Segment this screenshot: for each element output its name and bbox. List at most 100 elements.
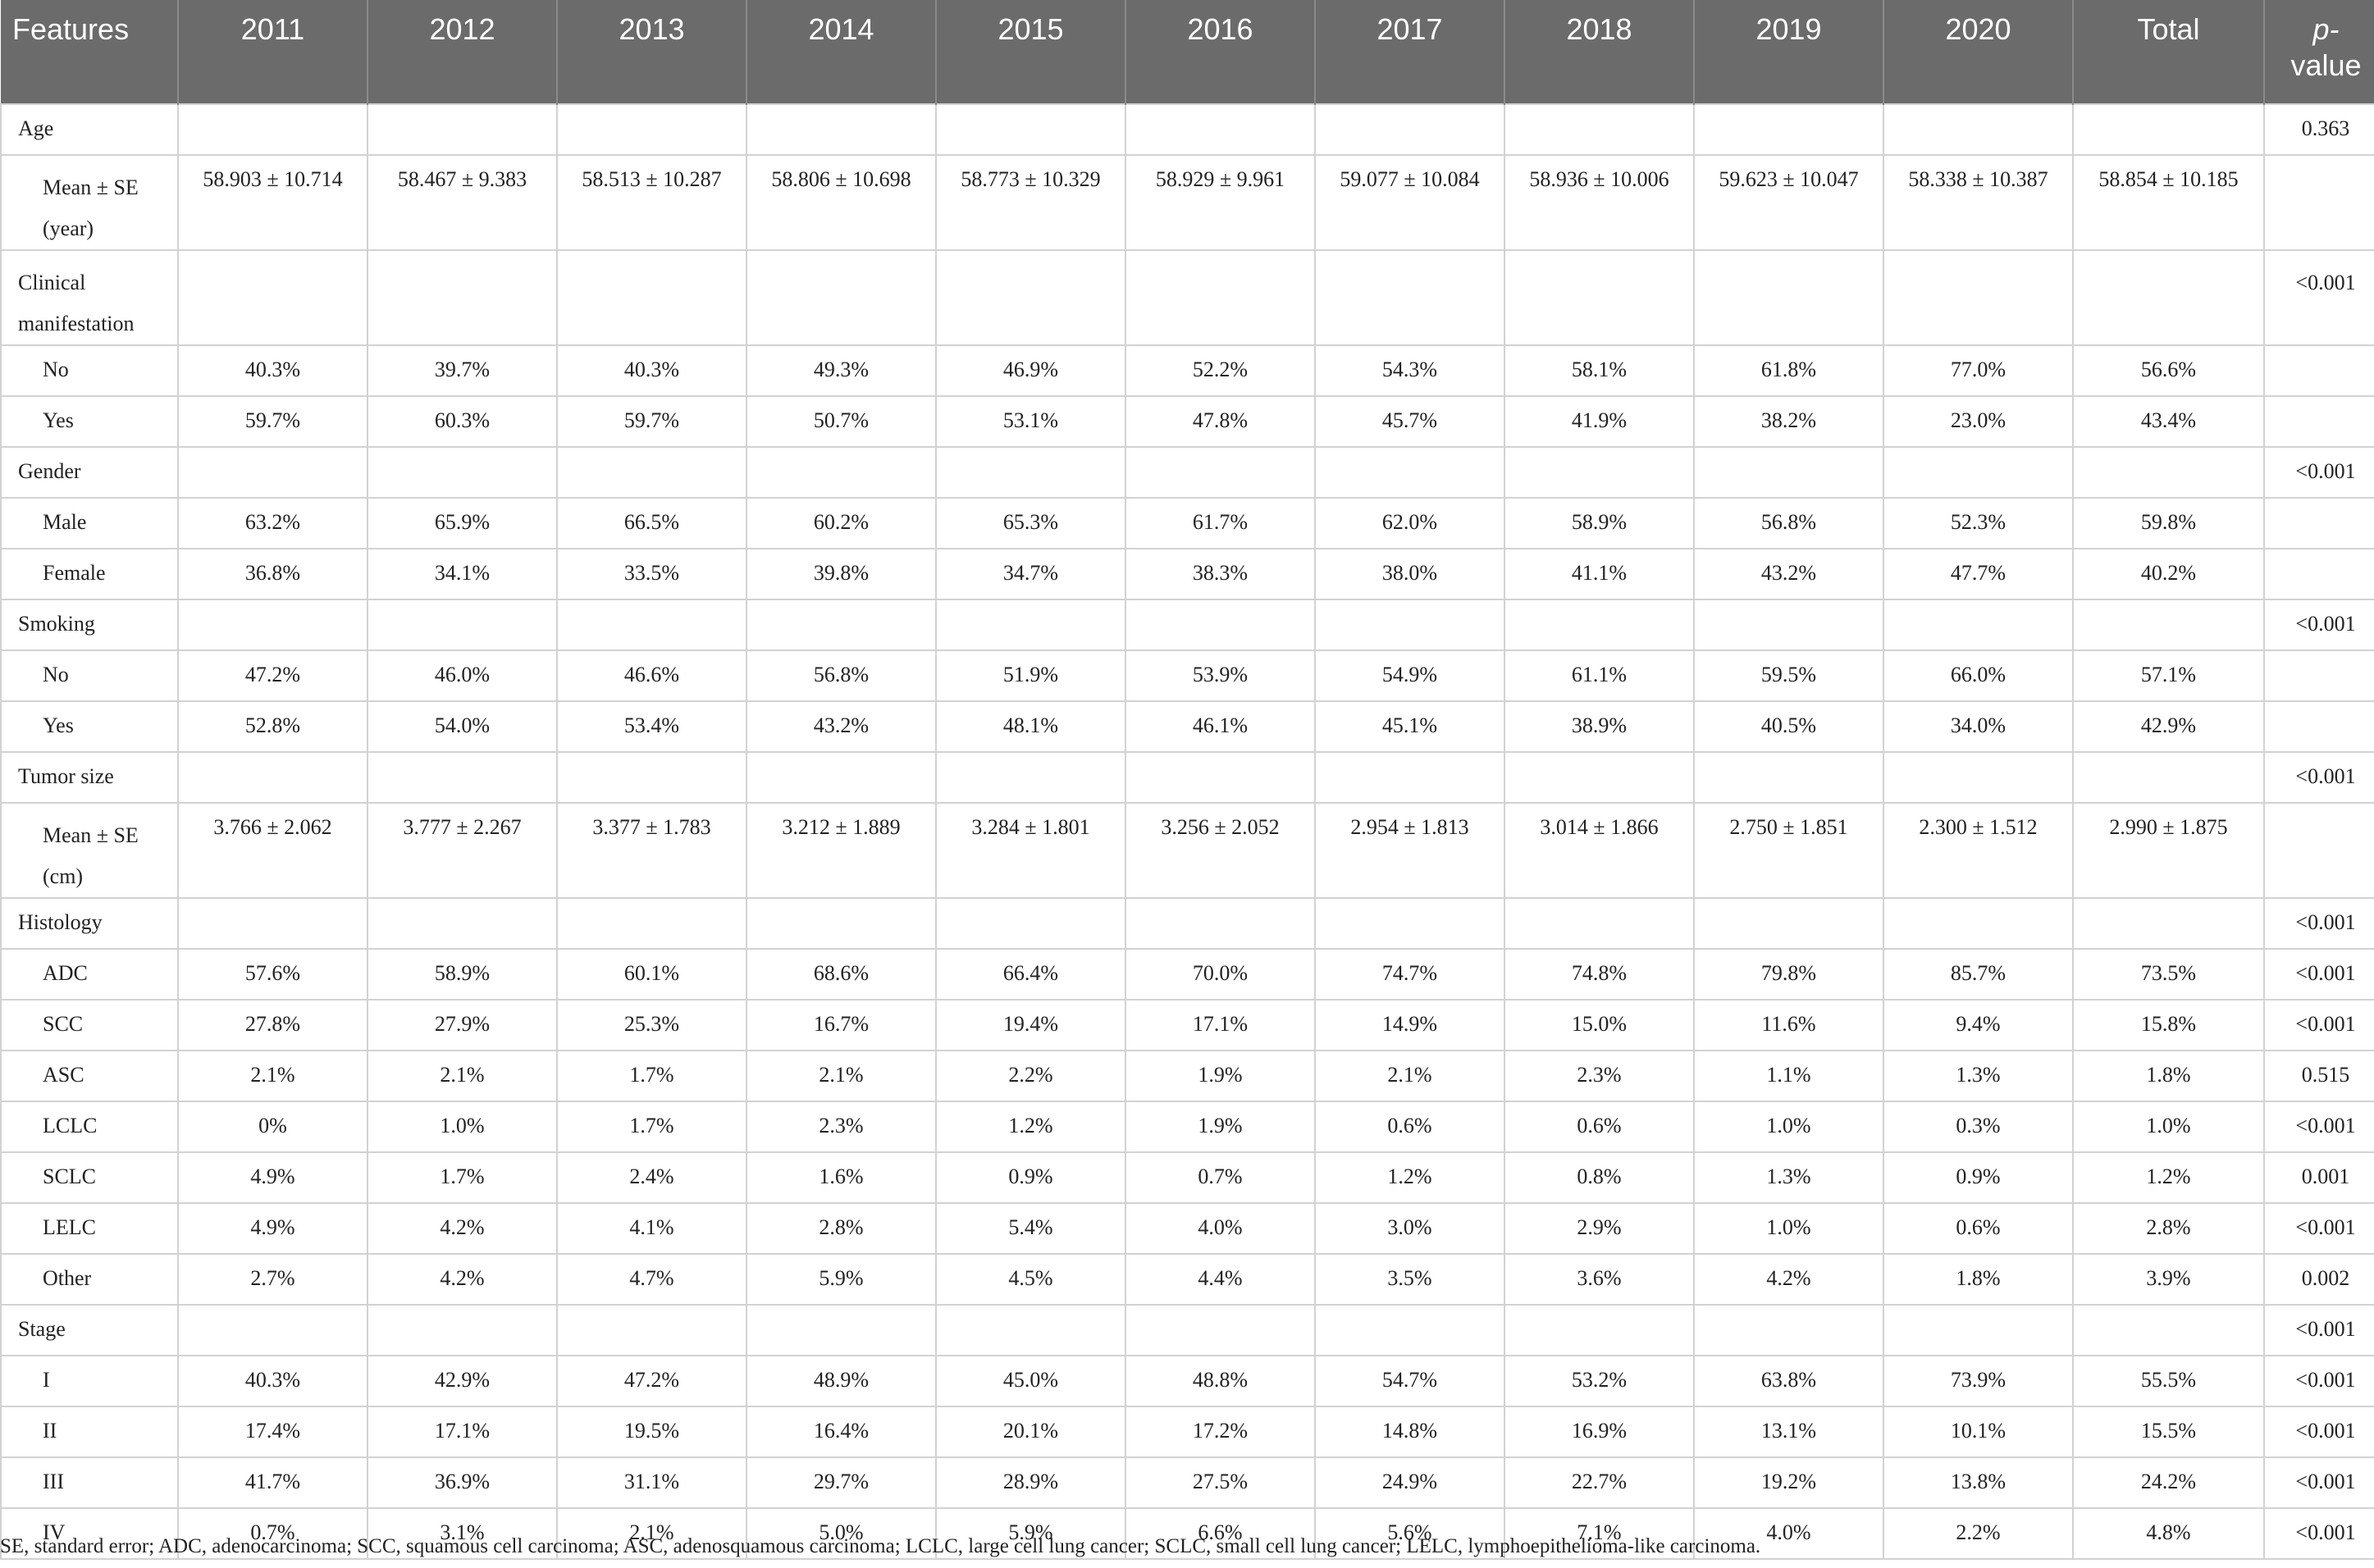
cell-year-value: 1.2%	[1314, 1151, 1505, 1204]
cell-year-value: 3.1%	[367, 1507, 558, 1560]
cell-year-value	[1125, 249, 1316, 346]
cell-year-value: 3.766 ± 2.062	[177, 802, 368, 899]
cell-year-value: 61.8%	[1693, 344, 1884, 397]
cell-year-value: 74.7%	[1314, 948, 1505, 1001]
header-year: 2013	[557, 0, 747, 104]
cell-year-value: 57.6%	[177, 948, 368, 1001]
table-row: Mean ± SE (cm) 3.766 ± 2.062 3.777 ± 2.267…	[0, 802, 2374, 899]
cell-year-value: 6.6%	[1125, 1507, 1316, 1560]
row-label: Other	[0, 1253, 179, 1306]
cell-year-value: 54.7%	[1314, 1355, 1505, 1407]
cell-year-value	[556, 446, 747, 499]
cell-year-value	[177, 249, 368, 346]
cell-year-value: 53.9%	[1125, 650, 1316, 702]
table-row: II 17.4% 17.1% 19.5% 16.4% 20.1% 17.2% 14.8% 16.…	[0, 1406, 2374, 1458]
cell-year-value: 2.8%	[746, 1202, 937, 1255]
cell-year-value: 36.9%	[367, 1456, 558, 1509]
cell-year-value: 0.9%	[1883, 1151, 2074, 1204]
table-header-row: Features 2011 2012 2013 2014 2015 2016 2…	[1, 0, 2374, 104]
table-row: Smoking <0.001	[0, 599, 2374, 651]
cell-year-value: 10.1%	[1883, 1406, 2074, 1458]
cell-year-value: 2.750 ± 1.851	[1693, 802, 1884, 899]
cell-year-value: 56.8%	[746, 650, 937, 702]
cell-year-value: 45.1%	[1314, 700, 1505, 753]
cell-year-value	[1883, 249, 2074, 346]
cell-year-value: 61.1%	[1504, 650, 1695, 702]
cell-year-value: 38.2%	[1693, 395, 1884, 448]
cell-year-value: 41.1%	[1504, 548, 1695, 600]
cell-year-value: 47.8%	[1125, 395, 1316, 448]
cell-year-value	[1693, 446, 1884, 499]
table-row: Histology <0.001	[0, 897, 2374, 950]
cell-year-value	[1314, 897, 1505, 950]
row-label: Histology	[0, 897, 179, 950]
header-year: 2018	[1504, 0, 1695, 104]
cell-year-value: 1.3%	[1883, 1050, 2074, 1102]
cell-year-value	[746, 249, 937, 346]
cell-year-value: 4.1%	[556, 1202, 747, 1255]
row-label: Age	[0, 103, 179, 156]
cell-year-value	[746, 446, 937, 499]
cell-year-value	[1693, 1304, 1884, 1356]
cell-total: 1.0%	[2072, 1101, 2265, 1153]
cell-year-value: 5.6%	[1314, 1507, 1505, 1560]
cell-total: 2.8%	[2072, 1202, 2265, 1255]
cell-p-value: 0.002	[2263, 1253, 2374, 1306]
table-footnote: SE, standard error; ADC, adenocarcinoma;…	[0, 1535, 1761, 1557]
cell-year-value: 54.0%	[367, 700, 558, 753]
cell-year-value: 40.3%	[556, 344, 747, 397]
row-label: Smoking	[0, 599, 179, 651]
cell-year-value: 56.8%	[1693, 497, 1884, 549]
row-label: Yes	[0, 700, 179, 753]
cell-year-value: 19.4%	[935, 999, 1126, 1051]
cell-year-value: 40.3%	[177, 344, 368, 397]
cell-total: 58.854 ± 10.185	[2072, 154, 2265, 251]
cell-total: 15.5%	[2072, 1406, 2265, 1458]
cell-year-value: 2.4%	[556, 1151, 747, 1204]
table-row: Other 2.7% 4.2% 4.7% 5.9% 4.5% 4.4% 3.5% 3.6% 4.2…	[0, 1253, 2374, 1306]
cell-year-value: 4.9%	[177, 1202, 368, 1255]
cell-p-value: 0.363	[2263, 103, 2374, 156]
cell-year-value: 46.6%	[556, 650, 747, 702]
cell-year-value	[935, 599, 1126, 651]
cell-year-value: 4.0%	[1693, 1507, 1884, 1560]
cell-year-value: 53.2%	[1504, 1355, 1695, 1407]
cell-year-value	[177, 897, 368, 950]
cell-year-value: 63.2%	[177, 497, 368, 549]
cell-year-value: 5.9%	[746, 1253, 937, 1306]
cell-year-value: 14.9%	[1314, 999, 1505, 1051]
cell-year-value: 16.7%	[746, 999, 937, 1051]
cell-total: 1.2%	[2072, 1151, 2265, 1204]
cell-year-value: 34.0%	[1883, 700, 2074, 753]
cell-year-value: 5.0%	[746, 1507, 937, 1560]
cell-year-value	[177, 1304, 368, 1356]
row-label: No	[0, 650, 179, 702]
cell-year-value: 2.300 ± 1.512	[1883, 802, 2074, 899]
cell-year-value: 0.6%	[1314, 1101, 1505, 1153]
cell-year-value: 0.8%	[1504, 1151, 1695, 1204]
cell-p-value: <0.001	[2263, 948, 2374, 1001]
header-year: 2012	[368, 0, 558, 104]
cell-year-value: 53.1%	[935, 395, 1126, 448]
cell-year-value: 53.4%	[556, 700, 747, 753]
cell-year-value: 58.513 ± 10.287	[556, 154, 747, 251]
cell-total: 24.2%	[2072, 1456, 2265, 1509]
cell-year-value	[1883, 599, 2074, 651]
cell-year-value: 48.9%	[746, 1355, 937, 1407]
cell-year-value: 47.2%	[177, 650, 368, 702]
cell-year-value: 0.6%	[1883, 1202, 2074, 1255]
cell-year-value: 17.1%	[1125, 999, 1316, 1051]
table-row: No 47.2% 46.0% 46.6% 56.8% 51.9% 53.9% 54.9% 61.…	[0, 650, 2374, 702]
cell-year-value	[1883, 103, 2074, 156]
cell-year-value: 0.3%	[1883, 1101, 2074, 1153]
cell-p-value: <0.001	[2263, 1101, 2374, 1153]
cell-year-value	[1693, 751, 1884, 804]
cell-p-value	[2263, 650, 2374, 702]
cell-year-value: 2.9%	[1504, 1202, 1695, 1255]
cell-year-value	[1504, 103, 1695, 156]
header-p-value: p-value	[2264, 0, 2374, 104]
table-body: Age 0.363 Mean ± SE (year) 58.903 ± 10.714 5…	[0, 103, 2374, 1560]
cell-year-value: 51.9%	[935, 650, 1126, 702]
cell-year-value	[1504, 897, 1695, 950]
cell-year-value: 4.2%	[367, 1202, 558, 1255]
